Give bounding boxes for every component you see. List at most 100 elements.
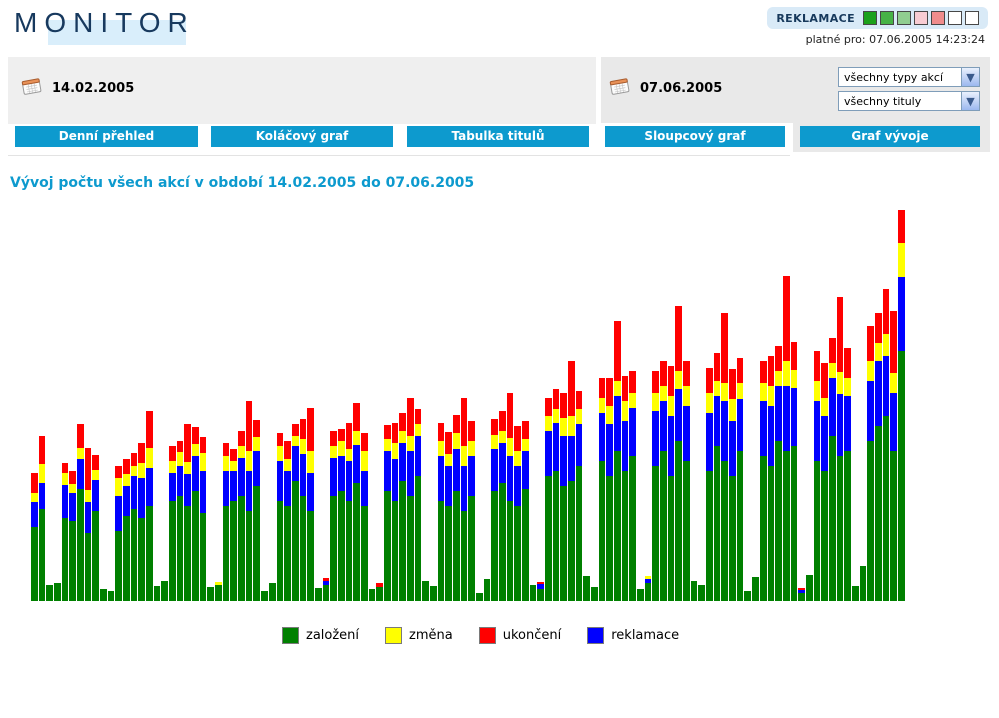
stacked-bar (169, 446, 176, 601)
chevron-down-icon[interactable]: ▼ (961, 92, 979, 110)
bar-segment (207, 587, 215, 601)
bar-segment (445, 466, 452, 506)
bar-segment (675, 441, 683, 601)
bar-segment (782, 276, 790, 361)
bar-segment (238, 458, 245, 496)
bar-segment (683, 361, 690, 386)
bar-segment (245, 511, 253, 601)
stacked-bar (537, 582, 545, 601)
legend-label: ukončení (502, 628, 562, 643)
stacked-bar (575, 391, 583, 601)
stacked-bar (77, 424, 84, 601)
logo-highlight (48, 20, 186, 45)
stacked-bar (890, 311, 897, 601)
bar-segment (568, 361, 575, 416)
bar-segment (115, 478, 123, 496)
stacked-bar (828, 338, 836, 601)
bar-segment (307, 511, 314, 601)
bar-segment (790, 370, 798, 388)
bar-segment (828, 363, 836, 378)
bar-segment (583, 576, 591, 601)
stacked-bar (736, 358, 744, 601)
bar-segment (767, 386, 775, 406)
legend-label: založení (306, 628, 360, 643)
bar-segment (123, 474, 130, 486)
bar-segment (560, 436, 568, 486)
tab-tabulka-titulu[interactable]: Tabulka titulů (407, 126, 589, 147)
bar-segment (759, 456, 767, 601)
title-select[interactable]: všechny tituly ▼ (838, 91, 980, 111)
stacked-bar (238, 431, 245, 601)
bar-segment (667, 476, 675, 601)
bar-segment (61, 485, 69, 518)
stacked-bar (445, 432, 452, 601)
bar-segment (591, 587, 598, 601)
stacked-bar (514, 426, 521, 601)
bar-segment (522, 421, 529, 439)
bar-segment (222, 471, 230, 506)
calendar-icon[interactable] (20, 76, 44, 100)
bar-segment (629, 393, 637, 408)
bar-segment (276, 501, 284, 601)
bar-segment (874, 343, 882, 361)
bar-segment (199, 471, 207, 513)
bar-segment (897, 351, 905, 601)
legend-item: ukončení (478, 627, 562, 644)
legend-swatch (385, 627, 403, 644)
tab-denni-prehled[interactable]: Denní přehled (15, 126, 198, 147)
bar-segment (77, 448, 84, 459)
bar-segment (890, 451, 897, 601)
legend-swatch (478, 627, 496, 644)
bar-segment (706, 393, 713, 413)
bar-segment (391, 423, 399, 443)
bar-segment (575, 424, 583, 466)
bar-segment (729, 399, 736, 421)
calendar-icon[interactable] (608, 76, 632, 100)
bar-segment (614, 381, 621, 396)
bar-segment (176, 466, 184, 496)
bar-segment (805, 575, 813, 601)
stacked-bar (744, 591, 752, 601)
bar-segment (399, 481, 406, 601)
bar-segment (614, 396, 621, 451)
badge-squares (860, 11, 979, 25)
bar-segment (629, 456, 637, 601)
bar-segment (744, 591, 752, 601)
stacked-bar (69, 471, 77, 601)
bar-segment (874, 313, 882, 343)
bar-segment (775, 441, 782, 601)
bar-segment (199, 437, 207, 453)
bar-segment (675, 306, 683, 371)
bar-segment (452, 491, 460, 601)
bar-segment (414, 424, 422, 436)
chart-legend: založení změna ukončení reklamace (282, 627, 705, 644)
stacked-bar (775, 346, 782, 601)
date-from-wrap: 14.02.2005 (20, 76, 134, 100)
bar-segment (307, 451, 314, 473)
stacked-bar (713, 353, 721, 601)
stacked-bar (867, 326, 874, 601)
action-type-select[interactable]: všechny typy akcí ▼ (838, 67, 980, 87)
bar-segment (414, 436, 422, 476)
bar-segment (475, 593, 483, 601)
bar-segment (215, 582, 222, 585)
bar-segment (38, 483, 46, 509)
bar-segment (560, 418, 568, 436)
bar-segment (683, 461, 690, 601)
tab-sloupcovy-graf[interactable]: Sloupcový graf (605, 126, 785, 147)
bar-segment (437, 441, 445, 456)
bar-segment (161, 581, 169, 601)
stacked-bar (245, 401, 253, 601)
bar-segment (238, 496, 245, 601)
stacked-bar (813, 351, 821, 601)
tab-graf-vyvoje[interactable]: Graf vývoje (800, 126, 980, 147)
bar-segment (836, 394, 844, 456)
bar-segment (138, 463, 146, 478)
bar-segment (821, 398, 828, 416)
tab-kolacovy-graf[interactable]: Koláčový graf (211, 126, 393, 147)
filter-panel-left (8, 57, 596, 124)
bar-segment (667, 416, 675, 476)
bar-segment (215, 585, 222, 601)
chevron-down-icon[interactable]: ▼ (961, 68, 979, 86)
stacked-bar (897, 210, 905, 601)
